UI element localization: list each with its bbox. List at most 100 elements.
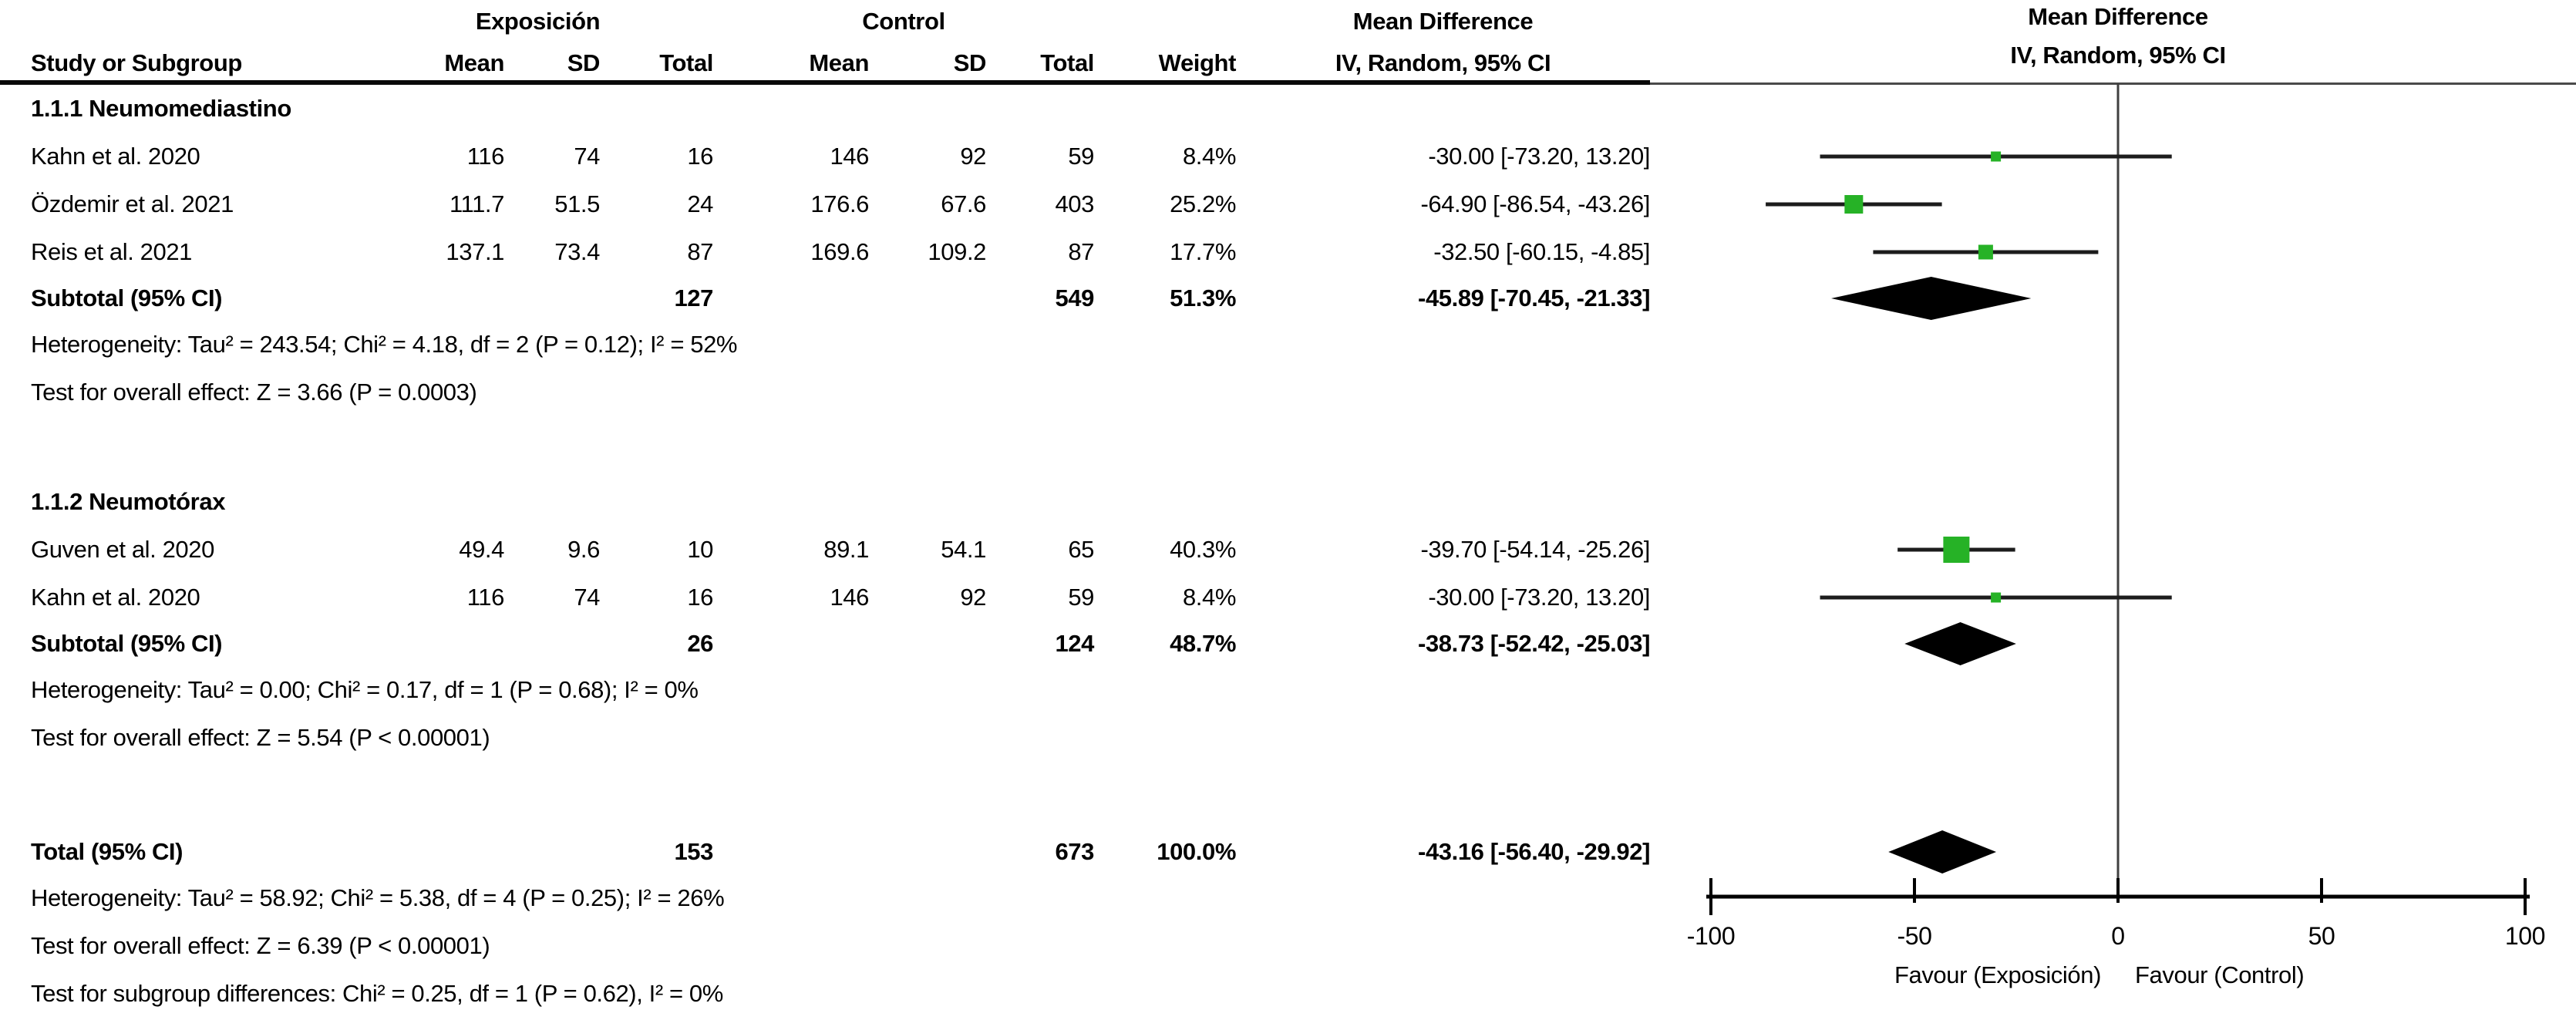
heterogeneity-note-text: Heterogeneity: Tau² = 0.00; Chi² = 0.17,… [31,676,699,703]
subtotal-row: Subtotal (95% CI) 127 549 51.3% -45.89 [-70.… [31,276,1650,321]
favour-right-label: Favour (Control) [2135,961,2304,988]
study-label: Guven et al. 2020 [31,536,214,563]
axis-tick-label: 0 [2111,922,2124,950]
ci-value: -30.00 [-73.20, 13.20] [1428,584,1650,611]
exp-sd-column-header: SD [567,49,601,76]
effect-marker [1844,195,1864,214]
ctl-sd: 92 [960,143,986,170]
weight: 48.7% [1170,630,1236,657]
ci-value: -64.90 [-86.54, -43.26] [1420,190,1650,217]
study-row: Reis et al. 2021 137.1 73.4 87 169.6 109.2 87 1… [31,228,1650,276]
study-label: Subtotal (95% CI) [31,630,223,657]
study-label: Reis et al. 2021 [31,238,193,265]
table-body: 1.1.1 Neumomediastino Kahn et al. 2020 116… [31,85,1650,1018]
ci-value: -39.70 [-54.14, -25.26] [1420,536,1650,563]
exp-mean: 116 [466,143,505,170]
ci-value: -30.00 [-73.20, 13.20] [1428,143,1650,170]
exp-total: 10 [687,536,713,563]
forest-plot-canvas: -100 -50 0 50 100 Favour (Exposición) Favour (… [1687,83,2546,988]
overall-effect-note-text: Test for overall effect: Z = 3.66 (P = 0… [31,379,477,406]
weight: 25.2% [1170,190,1236,217]
ctl-total: 59 [1068,584,1094,611]
study-label: Subtotal (95% CI) [31,284,223,311]
weight: 17.7% [1170,238,1236,265]
exp-total: 87 [687,238,713,265]
study-label: Kahn et al. 2020 [31,584,200,611]
subgroup-title: 1.1.2 Neumotórax [31,478,1650,526]
ctl-mean: 146 [830,584,869,611]
exp-total: 24 [687,190,713,217]
ctl-mean: 146 [830,143,869,170]
study-label: Özdemir et al. 2021 [31,190,234,217]
heterogeneity-note: Heterogeneity: Tau² = 243.54; Chi² = 4.1… [31,321,1650,369]
weight: 51.3% [1170,284,1236,311]
study-column-header: Study or Subgroup [31,49,242,76]
pooled-diamond [1904,622,2016,665]
total-overall-effect-note: Test for overall effect: Z = 6.39 (P < 0… [31,922,1650,970]
ctl-total: 87 [1068,238,1094,265]
ctl-total-column-header: Total [1040,49,1094,76]
weight: 8.4% [1182,143,1236,170]
ctl-mean: 176.6 [810,190,869,217]
total-heterogeneity-note-text: Heterogeneity: Tau² = 58.92; Chi² = 5.38… [31,884,725,911]
ci-value: -38.73 [-52.42, -25.03] [1418,630,1650,657]
ci-value: -43.16 [-56.40, -29.92] [1418,838,1650,865]
spacer [31,416,1650,478]
ci-value: -45.89 [-70.45, -21.33] [1418,284,1650,311]
ctl-total: 59 [1068,143,1094,170]
plot-method-label: IV, Random, 95% CI [2010,42,2226,69]
ctl-sd: 54.1 [941,536,986,563]
study-row: Kahn et al. 2020 116 74 16 146 92 59 8.4% -30.00… [31,133,1650,180]
subgroup-differences-note: Test for subgroup differences: Chi² = 0.… [31,970,1650,1018]
ctl-total: 65 [1068,536,1094,563]
overall-effect-note-text: Test for overall effect: Z = 5.54 (P < 0… [31,724,490,751]
favour-left-label: Favour (Exposición) [1894,961,2101,988]
ctl-total: 403 [1055,190,1094,217]
ctl-sd-column-header: SD [953,49,987,76]
overall-effect-note: Test for overall effect: Z = 5.54 (P < 0… [31,714,1650,762]
pooled-diamond [1831,277,2032,320]
exposure-group-header: Exposición [475,8,601,35]
plot-title: Mean Difference [2028,3,2208,30]
study-row: Özdemir et al. 2021 111.7 51.5 24 176.6 67.6 4… [31,180,1650,228]
exp-mean-column-header: Mean [444,49,504,76]
spacer [31,762,1650,830]
exp-mean: 137.1 [446,238,504,265]
ctl-mean: 89.1 [823,536,869,563]
exp-total-column-header: Total [659,49,713,76]
subgroup-title-text: 1.1.2 Neumotórax [31,488,226,515]
exp-total: 153 [674,838,713,865]
weight: 100.0% [1157,838,1236,865]
total-overall-effect-note-text: Test for overall effect: Z = 6.39 (P < 0… [31,932,490,959]
column-header-row: Study or Subgroup Mean SD Total Mean SD … [31,40,1650,80]
axis-tick-label: -50 [1897,922,1931,950]
study-row: Kahn et al. 2020 116 74 16 146 92 59 8.4% -30.00… [31,574,1650,621]
weight: 40.3% [1170,536,1236,563]
ctl-sd: 92 [960,584,986,611]
plot-header-divider [1650,82,2576,85]
axis-tick-label: 50 [2308,922,2335,950]
study-row: Guven et al. 2020 49.4 9.6 10 89.1 54.1 65 40.3… [31,526,1650,574]
exp-total: 127 [674,284,713,311]
exp-sd: 51.5 [554,190,600,217]
effect-marker [1991,151,2002,162]
effect-marker [1978,244,1993,260]
exp-mean: 116 [466,584,505,611]
control-group-header: Control [862,8,945,35]
pooled-diamond [1888,830,1997,874]
ctl-total: 549 [1055,284,1094,311]
total-row: Total (95% CI) 153 673 100.0% -43.16 [-56.40… [31,830,1650,874]
weight-column-header: Weight [1158,49,1237,76]
exp-sd: 9.6 [567,536,600,563]
ci-value: -32.50 [-60.15, -4.85] [1433,238,1650,265]
axis-tick-label: -100 [1687,922,1735,950]
table-region: Exposición Control Mean Difference Study… [31,8,1650,1018]
exp-sd: 74 [574,143,600,170]
study-label: Total (95% CI) [31,838,184,865]
subtotal-row: Subtotal (95% CI) 26 124 48.7% -38.73 [-52.4… [31,621,1650,666]
exp-mean: 111.7 [450,190,504,217]
axis-tick-label: 100 [2505,922,2545,950]
ctl-sd: 67.6 [941,190,986,217]
exp-total: 16 [687,143,713,170]
